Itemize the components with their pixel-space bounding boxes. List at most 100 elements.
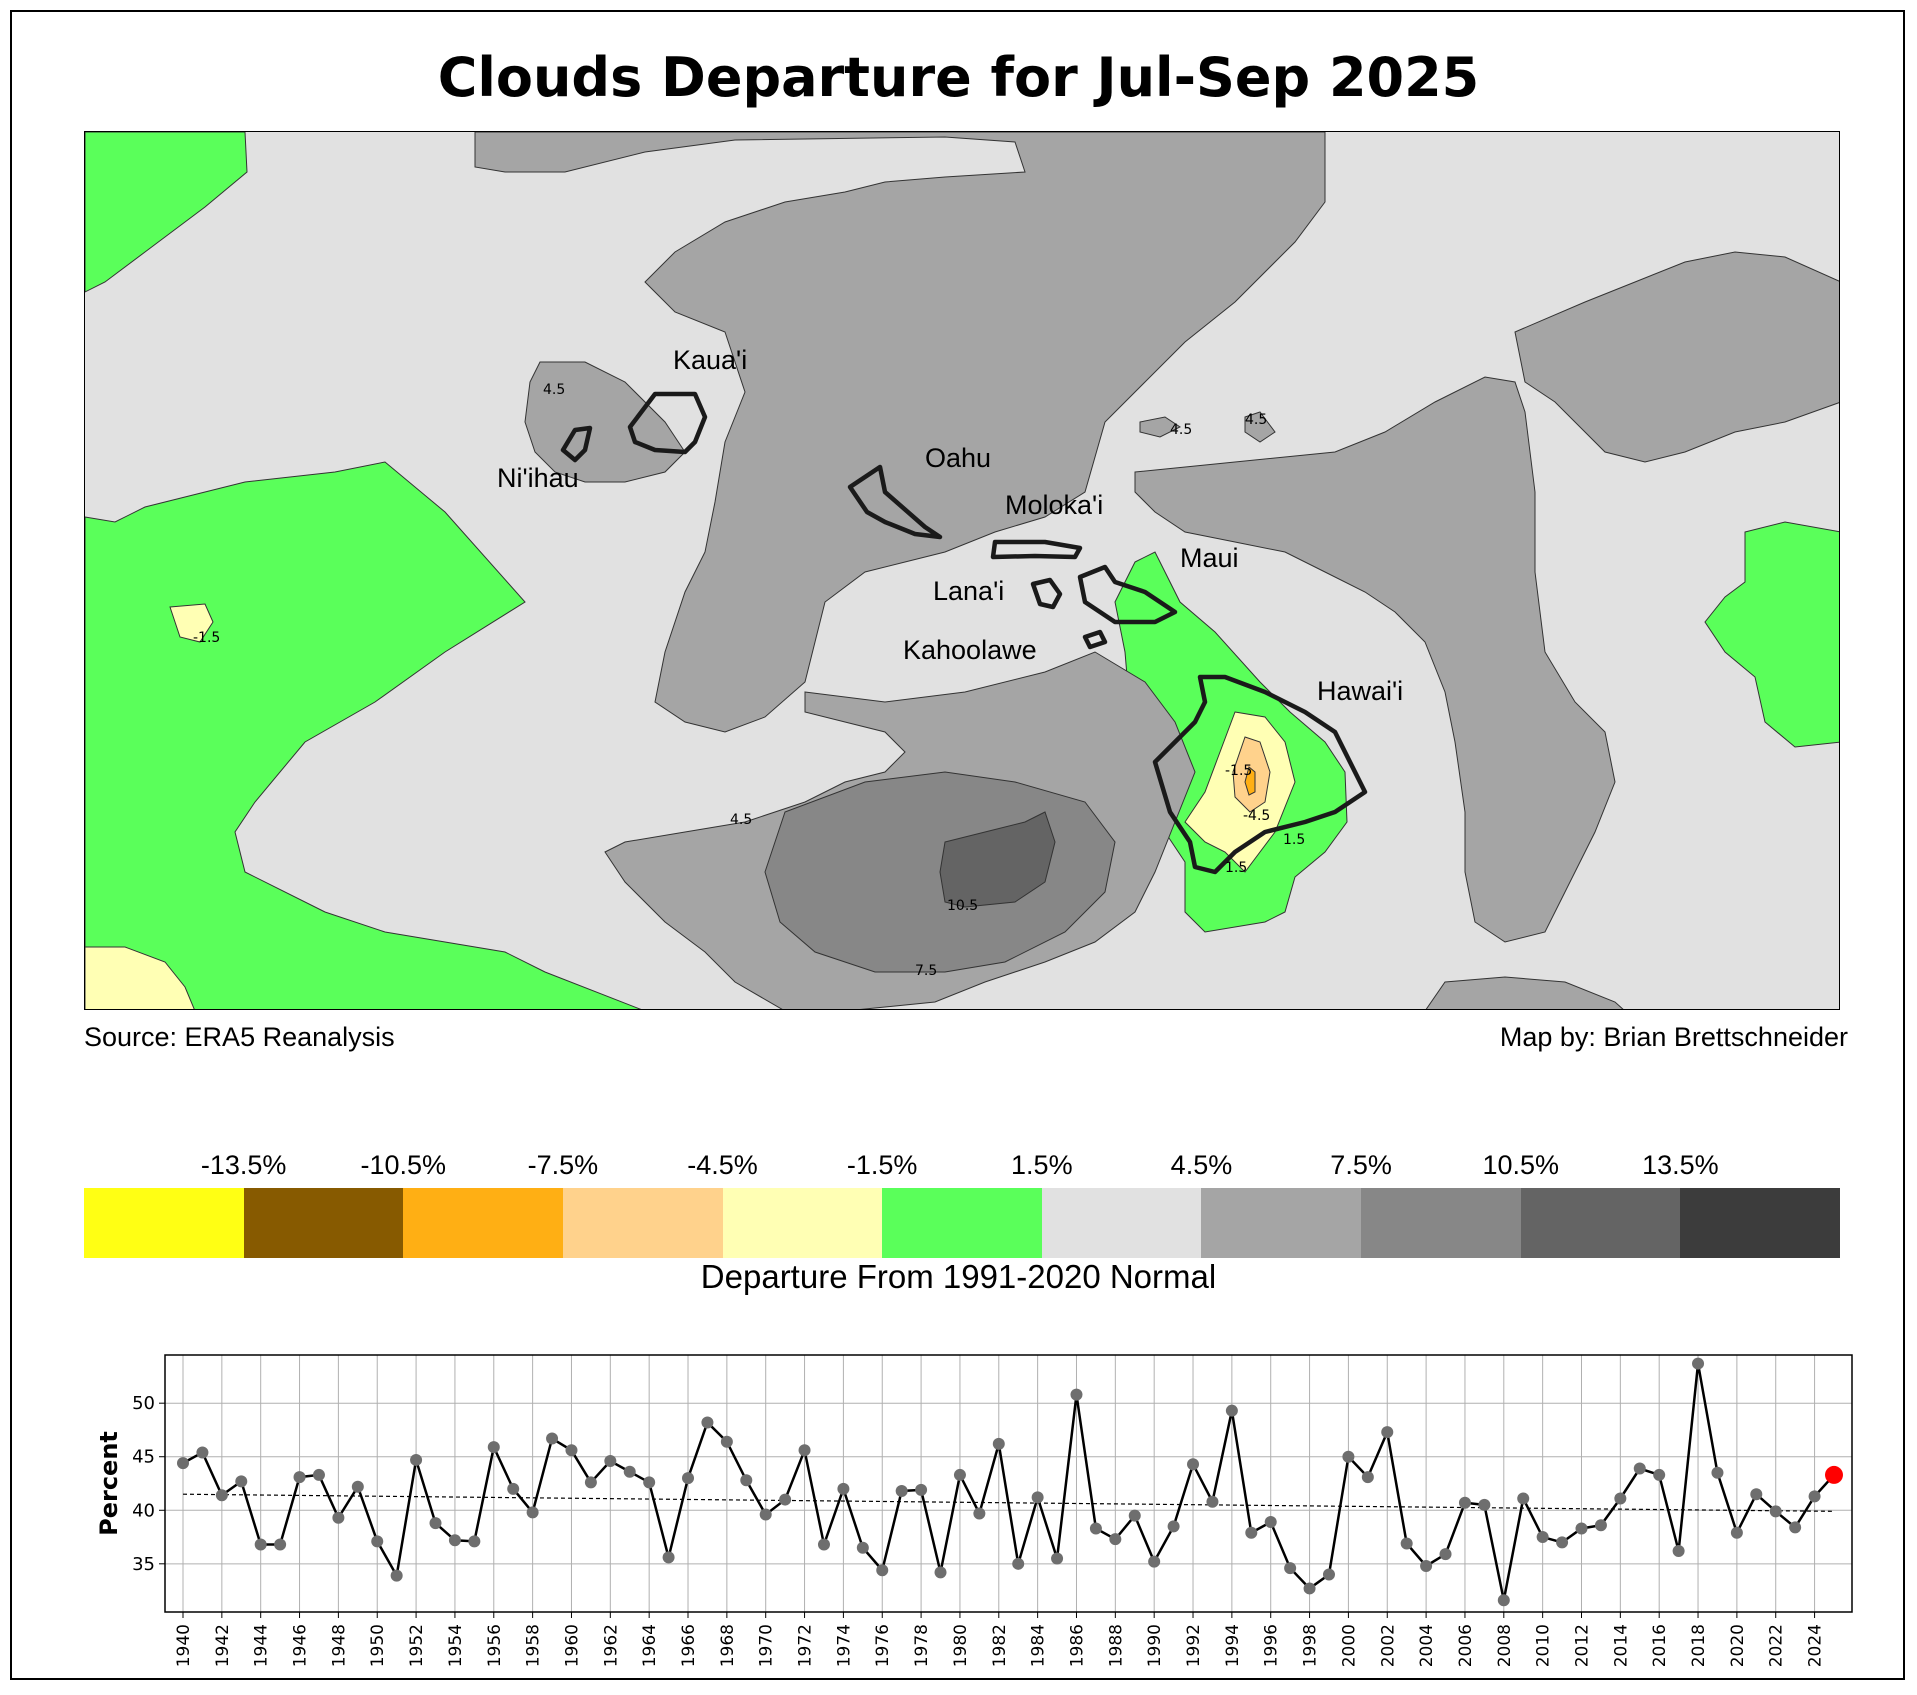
data-point [1556,1536,1569,1549]
x-tick-label: 1974 [834,1624,854,1667]
colorbar-swatch [1520,1188,1681,1258]
x-tick-label: 2002 [1378,1624,1398,1667]
data-point [565,1444,578,1457]
data-point [1575,1522,1588,1535]
trend-line [182,1493,1835,1512]
x-tick-label: 2024 [1806,1624,1826,1667]
data-point [1458,1496,1471,1509]
kauai-outline [627,391,708,455]
island-label-maui: Maui [1180,543,1239,573]
data-point [1245,1526,1258,1539]
x-tick-label: 1978 [912,1624,932,1667]
data-point [1750,1488,1763,1501]
x-tick-label: 1998 [1301,1624,1321,1667]
plot-frame [164,1354,1853,1613]
data-point [1031,1491,1044,1504]
data-point [682,1472,695,1485]
data-point [953,1468,966,1481]
x-tick-label: 1944 [252,1624,272,1667]
x-tick-label: 1982 [990,1624,1010,1667]
contour-label: 4.5 [730,812,752,828]
data-point [1128,1509,1141,1522]
island-label-niihau: Ni'ihau [497,463,579,493]
x-tick-label: 1976 [873,1624,893,1667]
data-point [410,1453,423,1466]
x-tick-label: 1946 [291,1624,311,1667]
x-tick-label: 1980 [951,1624,971,1667]
data-point [1420,1559,1433,1572]
data-point [390,1569,403,1582]
data-point [1303,1582,1316,1595]
x-tick-label: 1996 [1262,1624,1282,1667]
data-point [332,1511,345,1524]
data-point [779,1493,792,1506]
data-point [429,1517,442,1530]
data-point [293,1471,306,1484]
contour-label: 10.5 [947,898,978,914]
data-point [487,1441,500,1454]
data-point [1808,1490,1821,1503]
x-tick-label: 1954 [446,1624,466,1667]
x-tick-label: 1964 [640,1624,660,1667]
x-tick-label: 1958 [524,1624,544,1667]
data-point [1206,1495,1219,1508]
figure-frame [10,10,1905,1680]
x-tick-label: 1986 [1067,1624,1087,1667]
data-point [720,1435,733,1448]
colorbar: -13.5% -10.5% -7.5% -4.5% -1.5% 1.5% 4.5% 7.5% 1… [84,1150,1841,1275]
contour-label: -1.5 [193,630,220,646]
data-point [1439,1548,1452,1561]
data-point [1051,1552,1064,1565]
x-tick-label: 1992 [1184,1624,1204,1667]
data-point [1400,1537,1413,1550]
colorbar-tick-label: 4.5% [1170,1150,1233,1180]
contour-label: 1.5 [1225,860,1247,876]
contour-label: 4.5 [1170,422,1192,438]
data-point [817,1538,830,1551]
data-point [740,1474,753,1487]
data-point [351,1480,364,1493]
data-point [1769,1505,1782,1518]
x-tick-label: 1990 [1145,1624,1165,1667]
contour-label: -1.5 [1225,763,1252,779]
data-point [856,1541,869,1554]
data-point [371,1535,384,1548]
data-point [1517,1492,1530,1505]
data-point [759,1508,772,1521]
hawaii-outline [1152,674,1368,875]
x-tick-label: 1952 [407,1624,427,1667]
data-point [1322,1568,1335,1581]
x-tick-label: 1940 [174,1624,194,1667]
data-point [507,1482,520,1495]
data-point [1789,1521,1802,1534]
data-point [1264,1516,1277,1529]
x-tick-label: 2000 [1339,1624,1359,1667]
data-point [274,1538,287,1551]
colorbar-tick-label: 1.5% [1011,1150,1073,1180]
data-point [215,1489,228,1502]
data-point [546,1432,559,1445]
x-tick-label: 1950 [368,1624,388,1667]
data-point [1478,1498,1491,1511]
oahu-outline [847,464,943,540]
x-tick-label: 1968 [718,1624,738,1667]
green-region-west [85,132,248,293]
data-point [895,1484,908,1497]
x-tick-label: 2006 [1456,1624,1476,1667]
y-tick-label: 50 [132,1393,155,1414]
data-point [662,1551,675,1564]
data-point [1070,1388,1083,1401]
data-point [177,1457,189,1470]
data-point [1187,1458,1200,1471]
contour-label: 4.5 [1245,412,1267,428]
data-point [312,1468,325,1481]
gray-region-small-1 [1139,416,1181,438]
gray-region-small-2 [1244,411,1276,443]
colorbar-tick-label: -4.5% [687,1150,758,1180]
data-point [1653,1468,1666,1481]
x-tick-label: 2012 [1572,1624,1592,1667]
x-tick-label: 1988 [1106,1624,1126,1667]
colorbar-swatch [243,1188,404,1258]
lanai-outline [1030,577,1063,610]
y-axis-label: Percent [95,1431,123,1536]
